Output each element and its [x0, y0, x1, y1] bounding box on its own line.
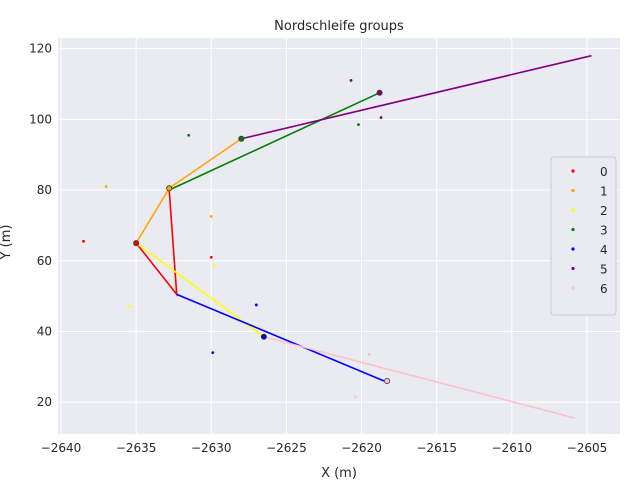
group-3-point	[187, 133, 191, 137]
legend-marker	[571, 169, 575, 173]
group-4-path	[176, 293, 385, 382]
group-1-point	[104, 185, 108, 188]
group-3-marker	[238, 135, 245, 142]
group-4-marker	[260, 333, 267, 340]
group-0-marker	[133, 240, 140, 247]
group-5-point	[349, 79, 353, 82]
legend-label: 2	[600, 204, 608, 218]
grid-lines	[58, 38, 620, 434]
y-tick-label: 40	[37, 324, 52, 338]
group-6-marker	[384, 377, 391, 384]
legend-label: 4	[600, 243, 608, 257]
x-tick-label: −2605	[567, 441, 608, 455]
group-5-point	[379, 116, 383, 119]
legend-label: 1	[600, 185, 608, 199]
legend-marker	[571, 266, 575, 271]
x-tick-label: −2640	[41, 441, 82, 455]
legend-label: 3	[600, 224, 608, 238]
legend-marker	[571, 227, 575, 232]
x-tick-label: −2630	[191, 441, 232, 455]
x-axis-title: X (m)	[321, 466, 357, 480]
group-2-point	[127, 305, 131, 309]
y-tick-label: 120	[29, 42, 52, 56]
group-paths	[135, 54, 592, 419]
y-axis-title: Y (m)	[0, 225, 14, 261]
legend: 0 1 2 3 4 5 6	[550, 156, 617, 316]
x-tick-label: −2625	[266, 441, 307, 455]
group-6-point	[354, 395, 357, 399]
legend-label: 0	[600, 165, 608, 179]
group-3-path	[168, 92, 380, 191]
y-tick-label: 80	[37, 183, 52, 197]
group-1-point	[209, 215, 213, 218]
group-1-marker	[166, 185, 173, 192]
group-3-point	[357, 123, 360, 127]
group-4-point	[254, 303, 258, 307]
plot-area	[58, 38, 620, 434]
x-tick-label: −2620	[341, 441, 382, 455]
x-tick-labels: −2640 −2635 −2630 −2625 −2620 −2615 −2610 −2605	[41, 441, 608, 455]
group-points	[82, 79, 391, 399]
group-0-point	[209, 255, 213, 259]
x-tick-label: −2635	[116, 441, 157, 455]
legend-label: 5	[600, 263, 608, 277]
group-0-point	[82, 239, 85, 243]
x-tick-label: −2615	[416, 441, 457, 455]
legend-marker	[571, 208, 575, 212]
group-6-path	[263, 335, 576, 419]
x-tick-label: −2610	[492, 441, 533, 455]
y-tick-labels: 20 40 60 80 100 120	[29, 42, 52, 410]
y-tick-label: 20	[37, 395, 52, 409]
group-5-marker	[376, 89, 383, 96]
y-tick-label: 60	[37, 254, 52, 268]
legend-label: 6	[600, 282, 608, 296]
legend-marker	[571, 247, 575, 251]
legend-marker	[571, 286, 575, 290]
group-5-path	[241, 54, 592, 140]
group-4-point	[211, 351, 215, 355]
group-6-point	[367, 353, 371, 356]
y-tick-label: 100	[29, 112, 52, 126]
chart-title: Nordschleife groups	[274, 19, 404, 34]
legend-marker	[571, 188, 575, 193]
legend-box	[550, 156, 617, 316]
group-2-point	[212, 264, 216, 268]
